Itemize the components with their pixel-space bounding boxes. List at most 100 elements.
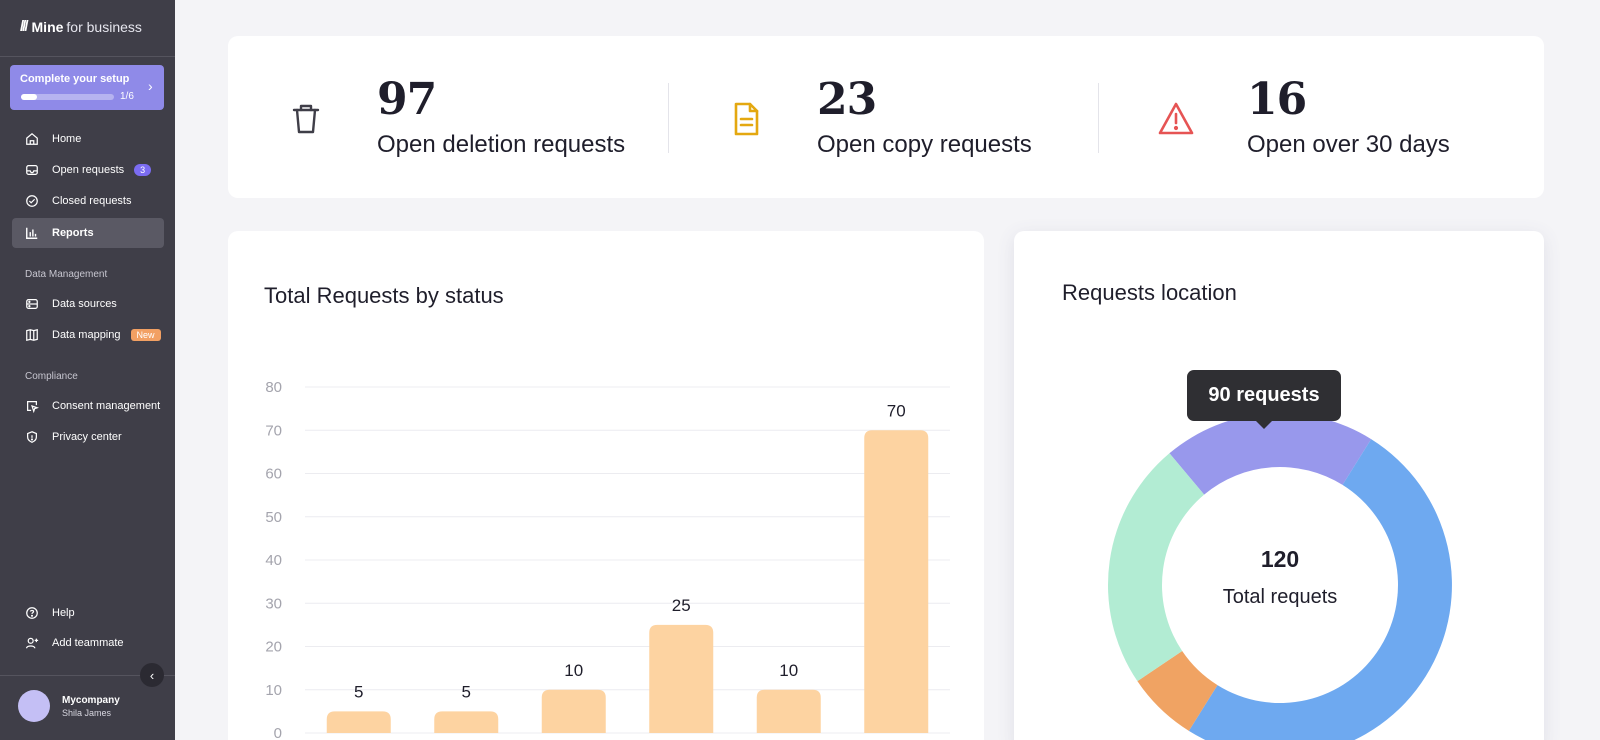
- stat-value-overdue: 16: [1247, 74, 1307, 125]
- y-tick-label: 0: [274, 725, 282, 740]
- document-icon: [734, 102, 759, 136]
- sidebar-item-label: Open requests: [52, 164, 125, 176]
- stat-label-overdue: Open over 30 days: [1247, 131, 1450, 158]
- sidebar-item-label: Home: [52, 133, 82, 145]
- y-tick-label: 20: [265, 639, 282, 656]
- shield-icon: [24, 429, 40, 445]
- sidebar-item-data-sources[interactable]: Data sources: [12, 289, 164, 319]
- bar[interactable]: [649, 624, 714, 733]
- y-tick-label: 60: [265, 466, 282, 483]
- bar-chart-icon: [24, 225, 40, 241]
- sidebar-item-label: Closed requests: [52, 195, 132, 207]
- sidebar-item-label: Reports: [52, 227, 94, 239]
- setup-progress-track: [21, 94, 114, 100]
- sidebar-item-label: Privacy center: [52, 431, 122, 443]
- donut-slice[interactable]: [1108, 453, 1205, 682]
- check-circle-icon: [24, 193, 40, 209]
- sidebar-divider: [0, 56, 175, 57]
- sidebar-item-closed-requests[interactable]: Closed requests: [12, 186, 164, 216]
- warning-icon: [1158, 102, 1194, 135]
- help-icon: [24, 605, 40, 621]
- setup-progress-label: 1/6: [120, 91, 134, 102]
- sidebar-item-open-requests[interactable]: Open requests 3: [12, 155, 164, 185]
- sidebar-item-label: Consent management: [52, 400, 161, 412]
- user-company: Mycompany: [62, 695, 120, 706]
- donut-total-label: Total requets: [1222, 586, 1338, 608]
- location-chart-title: Requests location: [1062, 280, 1237, 305]
- sidebar: /// Mine for business Complete your setu…: [0, 0, 175, 740]
- bar[interactable]: [756, 689, 821, 733]
- user-name: Shila James: [62, 708, 112, 718]
- donut-slice[interactable]: [1188, 439, 1452, 740]
- avatar[interactable]: [18, 690, 50, 722]
- add-user-icon: [24, 635, 40, 651]
- home-icon: [24, 131, 40, 147]
- sidebar-item-help[interactable]: Help: [12, 598, 164, 628]
- logo-mark-icon: ///: [20, 18, 28, 35]
- y-tick-label: 80: [265, 379, 282, 396]
- bar-value-label: 5: [462, 682, 471, 701]
- section-label-compliance: Compliance: [25, 371, 78, 382]
- stat-icon-deletion: [270, 83, 342, 155]
- bar-value-label: 70: [887, 401, 906, 420]
- stat-value-copy: 23: [817, 74, 877, 125]
- section-label-data-management: Data Management: [25, 269, 108, 280]
- sidebar-divider: [0, 675, 175, 676]
- setup-progress-card[interactable]: Complete your setup 1/6 ›: [10, 65, 164, 110]
- stat-label-copy: Open copy requests: [817, 131, 1032, 158]
- bar-value-label: 25: [672, 596, 691, 615]
- logo-brand: Mine: [31, 18, 64, 35]
- stat-separator: [668, 83, 669, 153]
- logo-sub: for business: [66, 18, 142, 35]
- stat-separator: [1098, 83, 1099, 153]
- sidebar-item-label: Help: [52, 607, 75, 619]
- sidebar-item-reports[interactable]: Reports: [12, 218, 164, 248]
- y-tick-label: 70: [265, 422, 282, 439]
- bar-value-label: 10: [779, 661, 798, 680]
- collapse-sidebar-button[interactable]: ‹: [140, 663, 164, 687]
- sidebar-item-home[interactable]: Home: [12, 124, 164, 154]
- map-icon: [24, 327, 40, 343]
- sidebar-item-privacy-center[interactable]: Privacy center: [12, 422, 164, 452]
- location-donut-chart: [1108, 413, 1452, 740]
- stat-value-deletion: 97: [377, 74, 437, 125]
- sidebar-item-label: Data sources: [52, 298, 117, 310]
- stat-icon-overdue: [1140, 83, 1212, 155]
- stat-icon-copy: [710, 83, 782, 155]
- status-bar-chart: 0 10 20 30 40 50 60 70 80 5 5 10 25 10 70: [265, 379, 950, 740]
- bar-value-label: 10: [564, 661, 583, 680]
- sidebar-item-consent-management[interactable]: Consent management: [12, 391, 164, 421]
- setup-title: Complete your setup: [20, 73, 130, 85]
- bar[interactable]: [326, 711, 391, 733]
- sidebar-item-label: Data mapping: [52, 329, 121, 341]
- donut-slice[interactable]: [1169, 413, 1372, 495]
- new-badge: New: [130, 329, 161, 341]
- setup-progress-fill: [21, 94, 37, 100]
- stats-card: [228, 36, 1544, 198]
- donut-total-value: 120: [1260, 546, 1300, 572]
- status-chart-title: Total Requests by status: [264, 283, 504, 308]
- y-tick-label: 10: [265, 682, 282, 699]
- y-tick-label: 30: [265, 595, 282, 612]
- status-chart-card: [228, 231, 984, 740]
- bar[interactable]: [541, 689, 606, 733]
- y-tick-label: 50: [265, 509, 282, 526]
- chevron-left-icon: ‹: [149, 667, 155, 683]
- sidebar-item-add-teammate[interactable]: Add teammate: [12, 628, 164, 658]
- inbox-icon: [24, 162, 40, 178]
- y-tick-label: 40: [265, 552, 282, 569]
- cursor-select-icon: [24, 398, 40, 414]
- database-icon: [24, 296, 40, 312]
- bar[interactable]: [434, 711, 499, 733]
- stat-label-deletion: Open deletion requests: [377, 131, 626, 158]
- logo[interactable]: /// Mine for business: [20, 18, 142, 35]
- bar[interactable]: [864, 430, 929, 733]
- donut-tooltip: 90 requests: [1187, 370, 1341, 429]
- sidebar-item-data-mapping[interactable]: Data mapping New: [12, 320, 164, 350]
- chevron-right-icon: ›: [148, 78, 153, 94]
- trash-icon: [292, 104, 320, 134]
- open-requests-count-badge: 3: [134, 164, 152, 176]
- bar-value-label: 5: [354, 682, 363, 701]
- donut-tooltip-text: 90 requests: [1208, 384, 1320, 406]
- donut-slice[interactable]: [1137, 650, 1218, 731]
